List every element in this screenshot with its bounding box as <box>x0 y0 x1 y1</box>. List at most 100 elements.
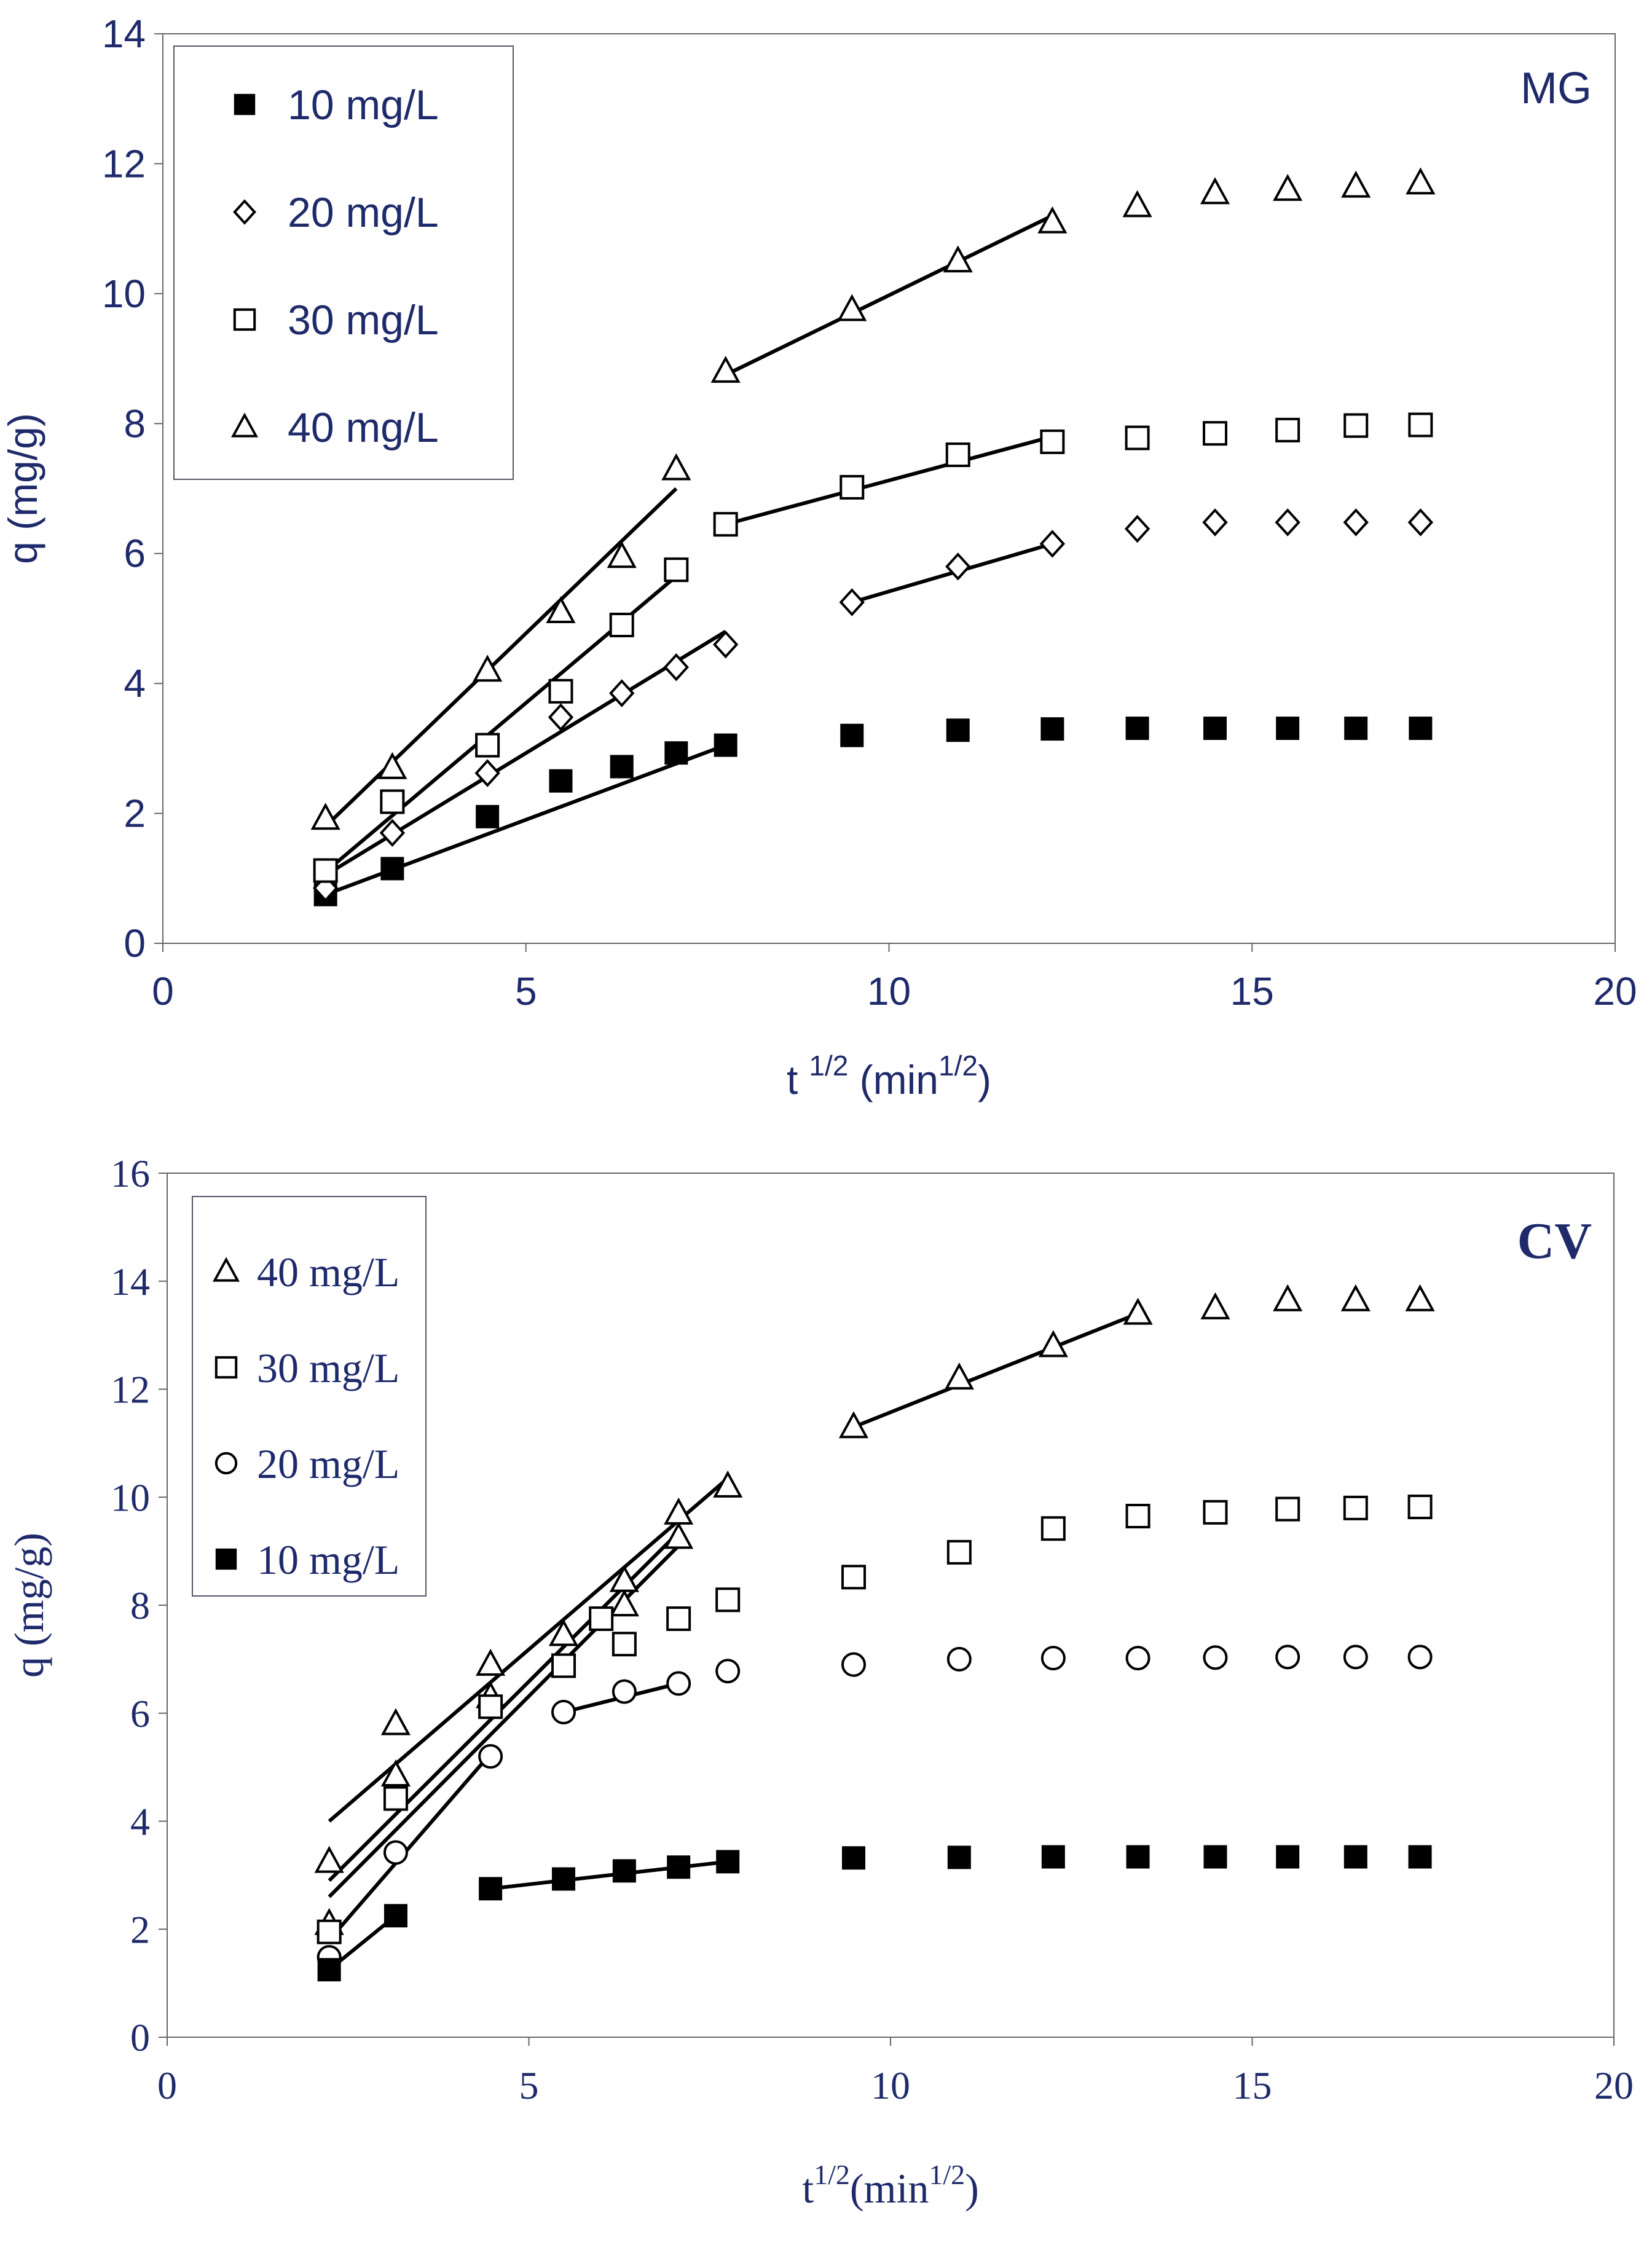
mg-x-axis-label-part: 1/2 <box>938 1050 978 1082</box>
mg-point-20-mg-l <box>379 819 406 847</box>
cv-point-30-mg-l <box>317 1919 342 1944</box>
cv-point-30-mg-l <box>841 1565 866 1590</box>
mg-chart-title: MG <box>1520 64 1592 113</box>
cv-y-tick-label: 10 <box>111 1476 150 1519</box>
mg-point-30-mg-l <box>475 733 500 758</box>
mg-point-40-mg-l <box>1341 170 1371 198</box>
cv-point-10-mg-l <box>1041 1845 1065 1869</box>
mg-point-30-mg-l <box>1343 413 1369 438</box>
cv-legend-marker-10-mg-l <box>215 1548 237 1570</box>
cv-point-40-mg-l <box>380 1759 411 1787</box>
mg-point-10-mg-l <box>610 755 634 779</box>
mg-point-30-mg-l <box>840 474 865 500</box>
cv-series-30-mg-l <box>317 1495 1433 1944</box>
mg-chart: 0 2 4 6 8 10 12 14 0 5 10 15 20 q (mg/g) t 1/2 (min1/2)… <box>0 12 1637 1102</box>
mg-x-axis-label-part: t <box>787 1057 798 1102</box>
cv-point-10-mg-l <box>479 1877 503 1901</box>
mg-point-40-mg-l <box>546 596 576 624</box>
cv-point-20-mg-l <box>478 1744 503 1769</box>
mg-point-40-mg-l <box>607 541 637 568</box>
cv-point-40-mg-l <box>838 1411 869 1439</box>
mg-point-30-mg-l <box>1040 429 1065 454</box>
cv-point-10-mg-l <box>1203 1845 1227 1869</box>
cv-point-30-mg-l <box>1275 1496 1300 1522</box>
cv-y-tick-label: 4 <box>130 1800 150 1844</box>
mg-legend-label-10-mg-l: 10 mg/L <box>288 82 439 128</box>
mg-fit-line-40-mg-l <box>725 214 1053 377</box>
cv-point-20-mg-l <box>666 1671 691 1696</box>
cv-series-40-mg-l <box>314 1284 1435 1935</box>
cv-point-20-mg-l <box>383 1840 408 1865</box>
cv-point-40-mg-l <box>314 1845 344 1873</box>
cv-point-40-mg-l <box>664 1522 694 1549</box>
cv-fit-line-20-mg-l <box>328 1752 492 1941</box>
cv-point-30-mg-l <box>551 1653 576 1678</box>
mg-y-tick-label: 2 <box>124 792 146 836</box>
mg-y-tick-label: 6 <box>124 532 146 576</box>
cv-point-20-mg-l <box>1407 1645 1433 1670</box>
mg-legend-marker-30-mg-l <box>233 308 256 331</box>
cv-legend-marker-40-mg-l <box>212 1257 240 1282</box>
cv-point-30-mg-l <box>383 1786 408 1811</box>
cv-y-tick-label: 8 <box>130 1584 150 1627</box>
cv-point-20-mg-l <box>1343 1645 1368 1670</box>
mg-legend-label-20-mg-l: 20 mg/L <box>288 189 439 236</box>
mg-point-40-mg-l <box>1406 167 1436 195</box>
mg-point-20-mg-l <box>945 552 971 581</box>
cv-legend-marker-30-mg-l <box>214 1356 238 1379</box>
mg-point-30-mg-l <box>1125 425 1150 450</box>
mg-y-tick-label: 8 <box>124 401 146 446</box>
mg-y-axis-label: q (mg/g) <box>0 413 45 564</box>
cv-point-30-mg-l <box>589 1606 614 1631</box>
cv-x-tick-label: 10 <box>871 2064 910 2107</box>
mg-legend-label-30-mg-l: 30 mg/L <box>288 297 439 344</box>
mg-point-20-mg-l <box>1407 508 1434 536</box>
cv-y-tick-label: 6 <box>130 1692 150 1735</box>
cv-point-20-mg-l <box>1040 1646 1066 1671</box>
cv-point-40-mg-l <box>1273 1284 1303 1311</box>
mg-point-30-mg-l <box>945 442 970 468</box>
cv-point-40-mg-l <box>944 1362 974 1390</box>
cv-point-10-mg-l <box>667 1855 691 1879</box>
cv-chart: 0 2 4 6 8 10 12 14 16 0 5 10 15 20 q (mg/g) t1/2(min1/2… <box>0 1124 1652 2248</box>
cv-point-10-mg-l <box>1276 1845 1300 1869</box>
mg-point-30-mg-l <box>1275 417 1300 442</box>
cv-y-axis-label: q (mg/g) <box>6 1533 52 1678</box>
cv-x-tick-label: 5 <box>519 2064 539 2107</box>
cv-y-tick-label: 14 <box>111 1260 150 1303</box>
mg-fit-line-30-mg-l <box>725 434 1053 527</box>
cv-point-30-mg-l <box>612 1632 637 1657</box>
cv-point-10-mg-l <box>1343 1845 1367 1869</box>
cv-legend-label-20-mg-l: 20 mg/L <box>257 1440 399 1487</box>
mg-x-axis-label: t 1/2 (min1/2) <box>787 1050 991 1102</box>
mg-point-40-mg-l <box>943 245 973 273</box>
cv-y-tick-label: 12 <box>111 1368 150 1412</box>
mg-point-10-mg-l <box>840 723 864 747</box>
mg-point-40-mg-l <box>473 654 503 682</box>
mg-y-tick-label: 10 <box>102 272 146 316</box>
mg-x-tick-label: 15 <box>1230 969 1274 1013</box>
mg-point-40-mg-l <box>377 752 407 779</box>
mg-y-tick-label: 0 <box>124 921 146 965</box>
mg-point-10-mg-l <box>714 733 738 757</box>
mg-series-10-mg-l <box>313 717 1433 906</box>
mg-point-20-mg-l <box>712 630 739 659</box>
mg-point-20-mg-l <box>1343 508 1369 536</box>
mg-point-30-mg-l <box>609 613 634 637</box>
cv-legend <box>192 1196 427 1597</box>
cv-point-40-mg-l <box>1340 1284 1371 1311</box>
cv-point-40-mg-l <box>548 1619 579 1646</box>
cv-y-tick-label: 0 <box>130 2016 150 2059</box>
cv-x-axis-label-part: t <box>802 2165 814 2212</box>
mg-point-10-mg-l <box>1409 717 1433 741</box>
mg-point-20-mg-l <box>663 653 690 682</box>
cv-point-20-mg-l <box>1203 1645 1228 1670</box>
mg-point-10-mg-l <box>476 804 500 828</box>
mg-x-axis-label-part: ) <box>978 1057 991 1102</box>
mg-point-10-mg-l <box>1040 717 1064 741</box>
mg-point-30-mg-l <box>380 789 405 814</box>
cv-point-30-mg-l <box>478 1694 503 1719</box>
mg-point-20-mg-l <box>1202 508 1228 536</box>
cv-point-10-mg-l <box>317 1958 341 1982</box>
cv-x-axis-label-part: 1/2 <box>929 2159 965 2190</box>
